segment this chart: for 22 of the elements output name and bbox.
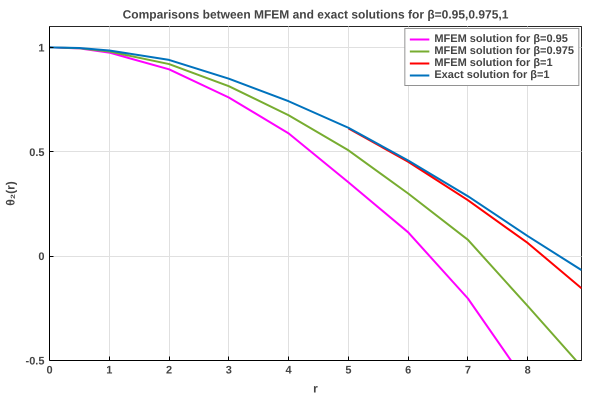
legend-label: MFEM solution for β=0.95: [434, 33, 568, 45]
x-axis-title: r: [313, 382, 318, 396]
x-tick-label: 2: [166, 364, 172, 376]
line-series: [50, 46, 582, 272]
legend-label: Exact solution for β=1: [434, 69, 550, 81]
x-tick-label: 0: [46, 364, 53, 376]
y-tick-label: 0: [38, 251, 45, 264]
legend-label: MFEM solution for β=0.975: [434, 45, 574, 57]
y-tick-label: 1: [38, 42, 45, 54]
x-tick-label: 8: [524, 364, 531, 376]
x-tick-label: 7: [464, 364, 471, 376]
x-tick-label: 6: [405, 364, 412, 376]
x-tick-label: 4: [286, 364, 293, 376]
chart-title: Comparisons between MFEM and exact solutions for β=0.95,0.975,1: [122, 8, 509, 22]
x-tick-label: 5: [345, 364, 352, 376]
line-series: [347, 127, 582, 290]
x-tick-label: 1: [106, 364, 112, 376]
y-tick-label: -0.5: [26, 356, 45, 368]
y-axis-title: θ₂(r): [4, 181, 18, 206]
y-tick-label: 0.5: [29, 146, 45, 159]
legend-label: MFEM solution for β=1: [434, 57, 553, 69]
x-tick-label: 3: [226, 364, 232, 376]
